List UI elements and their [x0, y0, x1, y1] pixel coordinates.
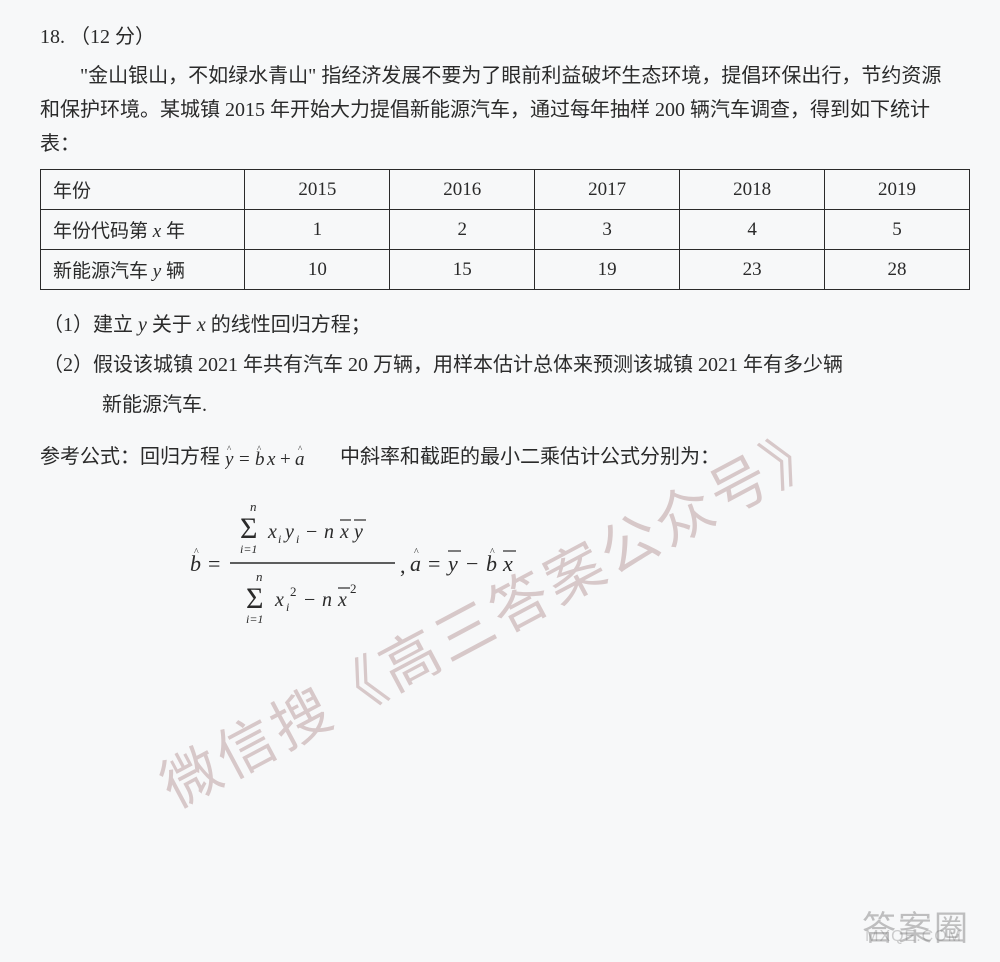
svg-text:x: x — [266, 449, 276, 470]
col-header: 2016 — [390, 170, 535, 210]
number-label: 18. — [40, 26, 65, 48]
svg-text:a: a — [295, 449, 305, 470]
svg-text:i: i — [278, 532, 281, 546]
svg-text:2: 2 — [290, 584, 297, 599]
problem-number: 18. （12 分） — [40, 20, 970, 49]
svg-text:b: b — [486, 551, 497, 576]
points-label: （12 分） — [70, 26, 155, 48]
cell: 3 — [535, 210, 680, 250]
svg-text:i: i — [296, 532, 299, 546]
col-header: 年份 — [41, 170, 245, 210]
svg-text:+: + — [280, 449, 291, 470]
svg-text:=: = — [208, 551, 220, 576]
svg-text:y: y — [225, 449, 234, 470]
formula-intro: 参考公式：回归方程 ^ y = ^ b x + ^ a 中斜率和截距的最小二乘估… — [40, 440, 970, 473]
subquestion-1: （1）建立 y 关于 x 的线性回归方程； — [40, 308, 970, 342]
cell: 5 — [825, 210, 970, 250]
formula-svg: ^ b = n Σ i=1 x i y i − n x y n Σ i=1 x … — [190, 493, 590, 633]
cell: 4 — [680, 210, 825, 250]
cell: 28 — [825, 250, 970, 290]
svg-text:b: b — [255, 449, 265, 470]
svg-text:y: y — [352, 521, 363, 543]
svg-text:,: , — [400, 553, 406, 578]
svg-text:n: n — [324, 521, 334, 543]
cell: 1 — [245, 210, 390, 250]
cell: 19 — [535, 250, 680, 290]
table-header-row: 年份 2015 2016 2017 2018 2019 — [41, 170, 970, 210]
regression-equation-icon: ^ y = ^ b x + ^ a — [225, 443, 335, 473]
data-table: 年份 2015 2016 2017 2018 2019 年份代码第 x 年 1 … — [40, 169, 970, 290]
svg-text:i: i — [286, 600, 289, 614]
svg-text:x: x — [502, 551, 513, 576]
svg-text:x: x — [337, 589, 347, 611]
subquestion-2-line2: 新能源汽车. — [40, 388, 970, 422]
svg-text:y: y — [446, 551, 458, 576]
col-header: 2017 — [535, 170, 680, 210]
svg-text:−: − — [466, 551, 478, 576]
formula-intro-part2: 中斜率和截距的最小二乘估计公式分别为： — [340, 446, 720, 468]
row-label: 年份代码第 x 年 — [41, 210, 245, 250]
cell: 15 — [390, 250, 535, 290]
col-header: 2018 — [680, 170, 825, 210]
cell: 23 — [680, 250, 825, 290]
svg-text:2: 2 — [350, 581, 357, 596]
svg-text:=: = — [239, 449, 250, 470]
svg-text:i=1: i=1 — [240, 542, 257, 556]
cell: 10 — [245, 250, 390, 290]
table-row: 新能源汽车 y 辆 10 15 19 23 28 — [41, 250, 970, 290]
svg-text:x: x — [274, 589, 284, 611]
svg-text:i=1: i=1 — [246, 612, 263, 626]
svg-text:=: = — [428, 551, 440, 576]
svg-text:−: − — [306, 521, 317, 543]
col-header: 2019 — [825, 170, 970, 210]
svg-text:−: − — [304, 589, 315, 611]
svg-text:Σ: Σ — [246, 582, 263, 615]
svg-text:y: y — [283, 521, 294, 543]
formula-intro-part1: 参考公式：回归方程 — [40, 446, 225, 468]
svg-text:Σ: Σ — [240, 512, 257, 545]
svg-text:a: a — [410, 551, 421, 576]
table-row: 年份代码第 x 年 1 2 3 4 5 — [41, 210, 970, 250]
svg-text:b: b — [190, 551, 201, 576]
formula-block: ^ b = n Σ i=1 x i y i − n x y n Σ i=1 x … — [190, 493, 970, 633]
subquestion-2-line1: （2）假设该城镇 2021 年共有汽车 20 万辆，用样本估计总体来预测该城镇 … — [40, 348, 970, 382]
bottom-watermark-small: MXQE.COM — [865, 928, 962, 946]
cell: 2 — [390, 210, 535, 250]
svg-text:x: x — [339, 521, 349, 543]
col-header: 2015 — [245, 170, 390, 210]
svg-text:n: n — [322, 589, 332, 611]
svg-text:x: x — [267, 521, 277, 543]
problem-paragraph: "金山银山，不如绿水青山" 指经济发展不要为了眼前利益破坏生态环境，提倡环保出行… — [40, 59, 970, 161]
row-label: 新能源汽车 y 辆 — [41, 250, 245, 290]
